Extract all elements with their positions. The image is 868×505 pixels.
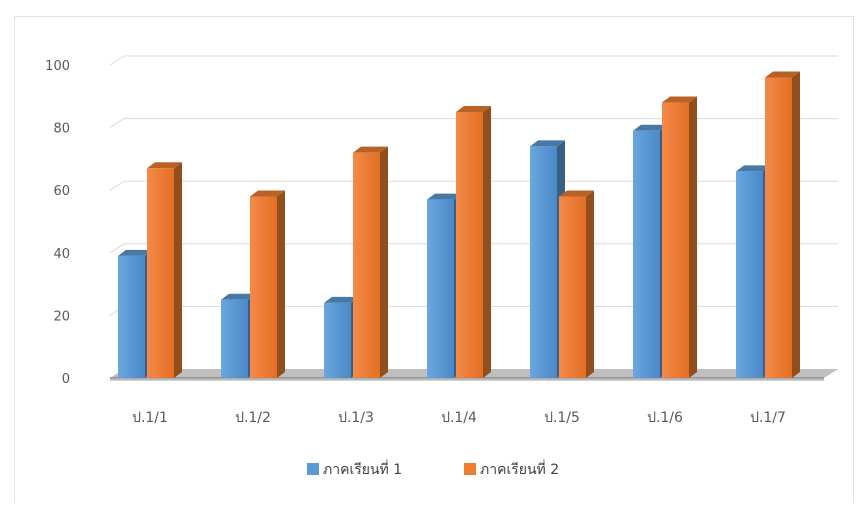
y-tick-label: 20 xyxy=(53,309,70,324)
y-tick-label: 40 xyxy=(53,247,70,262)
bar xyxy=(250,190,285,378)
bar-top xyxy=(118,249,153,256)
bar xyxy=(324,296,359,378)
bar-top xyxy=(559,190,594,197)
bar xyxy=(147,162,182,378)
x-tick-label: ป.1/7 xyxy=(750,410,786,426)
y-tick-label: 60 xyxy=(53,184,70,199)
bar-top xyxy=(427,193,462,200)
gridline xyxy=(109,118,838,129)
floor-edge xyxy=(110,377,824,381)
bar-front xyxy=(324,302,351,378)
gridline xyxy=(109,243,838,254)
bar-front xyxy=(559,196,586,378)
bar-front xyxy=(250,196,277,378)
bar-front xyxy=(147,168,174,378)
legend: ภาคเรียนที่ 1 ภาคเรียนที่ 2 xyxy=(307,460,559,478)
gridline xyxy=(109,180,838,191)
gridline xyxy=(109,55,838,66)
bar-top xyxy=(324,296,359,303)
x-tick-label: ป.1/3 xyxy=(338,410,374,426)
bar-top xyxy=(633,124,668,131)
bar-top xyxy=(765,71,800,78)
bar-top xyxy=(736,165,771,172)
bar-front xyxy=(427,199,454,378)
x-tick-label: ป.1/6 xyxy=(647,410,683,426)
bar-top xyxy=(250,190,285,197)
legend-swatch xyxy=(464,463,476,475)
y-axis: 0 20 40 60 80 100 xyxy=(45,59,70,387)
bar-front xyxy=(530,146,557,378)
y-tick-label: 100 xyxy=(45,59,70,74)
x-tick-label: ป.1/5 xyxy=(544,410,580,426)
bar-front xyxy=(662,102,689,378)
bar-top xyxy=(530,140,565,147)
bar-side xyxy=(380,146,388,378)
bar-side xyxy=(689,96,697,378)
legend-label: ภาคเรียนที่ 2 xyxy=(480,460,559,478)
bar-top xyxy=(221,293,256,300)
bar-side xyxy=(277,190,285,378)
bar-front xyxy=(353,152,380,378)
x-tick-label: ป.1/4 xyxy=(441,410,477,426)
bar-front xyxy=(456,111,483,378)
bar-front xyxy=(221,299,248,378)
bar-side xyxy=(483,105,491,378)
bar-front xyxy=(765,77,792,379)
legend-label: ภาคเรียนที่ 1 xyxy=(323,460,402,478)
legend-swatch xyxy=(307,463,319,475)
bar-top xyxy=(662,96,697,103)
bar-front xyxy=(118,255,145,378)
bar-side xyxy=(174,162,182,378)
bars xyxy=(118,71,800,379)
bar xyxy=(559,190,594,378)
bar-top xyxy=(147,162,182,169)
bar xyxy=(662,96,697,378)
x-axis: ป.1/1 ป.1/2 ป.1/3 ป.1/4 ป.1/5 ป.1/6 ป.1/7 xyxy=(132,410,786,426)
y-tick-label: 0 xyxy=(62,372,70,387)
bar-front xyxy=(633,130,660,378)
x-tick-label: ป.1/1 xyxy=(132,410,168,426)
bar xyxy=(765,71,800,379)
y-tick-label: 80 xyxy=(53,122,70,137)
bar-top xyxy=(353,146,388,153)
bar-side xyxy=(792,71,800,379)
bar xyxy=(456,105,491,378)
bar-side xyxy=(586,190,594,378)
bar-front xyxy=(736,171,763,378)
bar xyxy=(353,146,388,378)
x-tick-label: ป.1/2 xyxy=(235,410,271,426)
bar-top xyxy=(456,105,491,112)
